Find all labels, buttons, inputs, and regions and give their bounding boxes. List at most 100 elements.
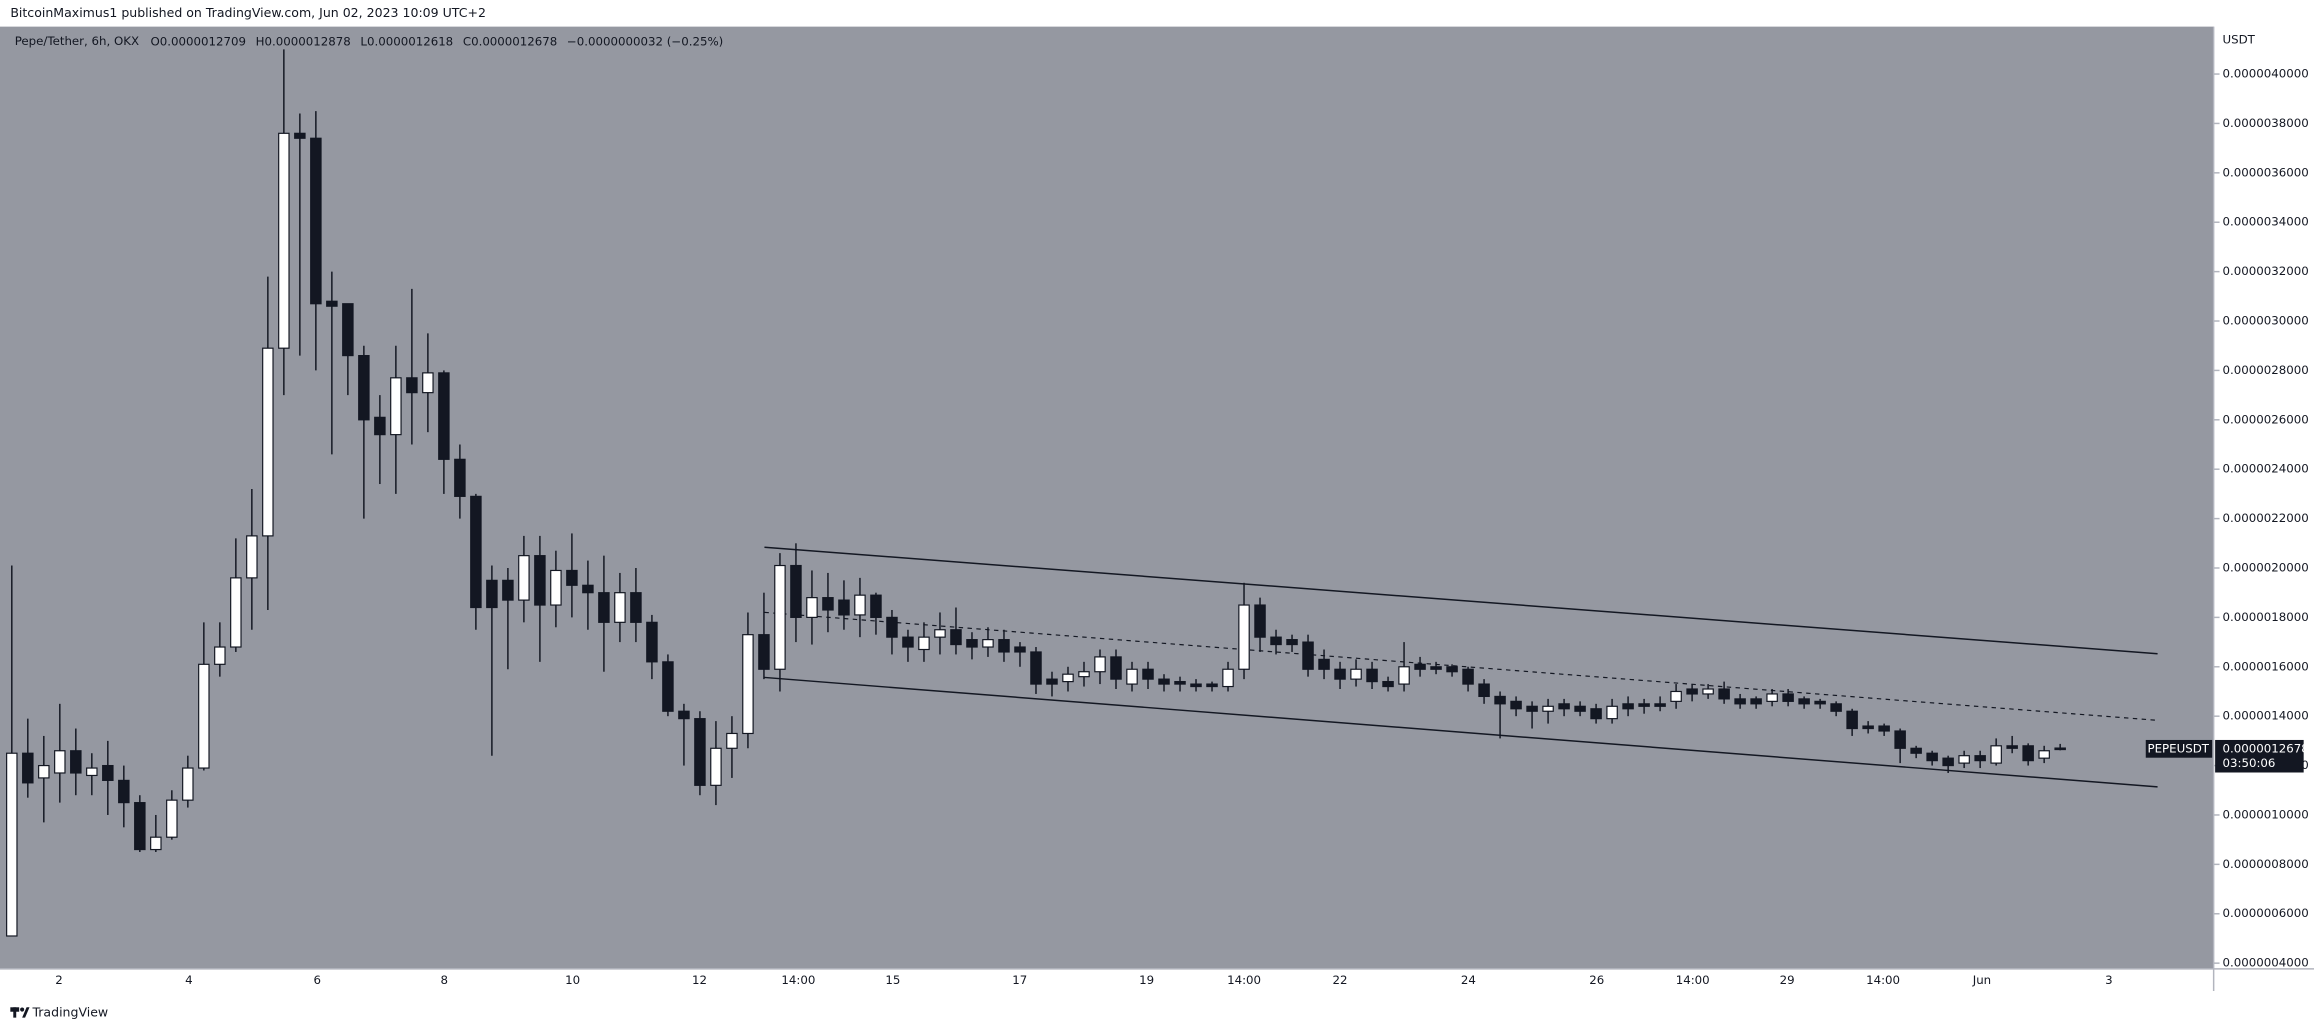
candle-body — [1974, 755, 1986, 762]
candle-body — [1862, 725, 1874, 730]
candle-body — [486, 579, 498, 609]
candle-body — [534, 555, 546, 606]
candle-body — [38, 764, 50, 779]
x-tick-label: 8 — [440, 973, 448, 987]
candle-body — [1014, 646, 1026, 653]
candle-body — [1750, 698, 1762, 705]
x-tick-label: 3 — [2105, 973, 2113, 987]
candle-body — [22, 752, 34, 784]
y-tick-label: 0.0000036000 — [2223, 165, 2309, 179]
candle-body — [1670, 690, 1682, 702]
candle-body — [838, 599, 850, 616]
candle-body — [1766, 693, 1778, 702]
y-tick-label: 0.0000034000 — [2223, 215, 2309, 229]
candle-body — [1078, 671, 1090, 678]
candle-body — [918, 636, 930, 651]
candle-body — [1142, 668, 1154, 680]
candle-body — [54, 750, 66, 774]
candle-body — [1206, 683, 1218, 688]
legend-l-label: L — [360, 34, 367, 48]
candle-body — [1094, 656, 1106, 673]
x-tick-label: Jun — [1972, 973, 1991, 987]
candle-body — [1638, 703, 1650, 707]
x-tick-label: 19 — [1139, 973, 1154, 987]
legend-c-label: C — [463, 34, 471, 48]
price-tag-text: 0.0000012678 — [2223, 741, 2309, 755]
x-tick-label: 4 — [185, 973, 193, 987]
y-tick-label: 0.0000022000 — [2223, 511, 2309, 525]
x-tick-label: 14:00 — [1676, 973, 1710, 987]
x-tick-label: 14:00 — [781, 973, 815, 987]
candle-body — [1686, 688, 1698, 695]
candle-body — [758, 634, 770, 670]
candle-body — [230, 577, 242, 648]
candle-body — [438, 372, 450, 460]
candle-body — [1254, 604, 1266, 638]
candle-body — [1286, 639, 1298, 646]
candle-body — [582, 584, 594, 594]
candle-body — [1878, 725, 1890, 732]
candle-body — [550, 569, 562, 606]
candle-body — [966, 639, 978, 648]
candle-body — [1398, 666, 1410, 685]
candle-body — [1366, 668, 1378, 683]
candle-body — [1334, 668, 1346, 680]
candle-body — [1350, 668, 1362, 680]
candle-body — [1430, 666, 1442, 670]
x-tick-label: 10 — [565, 973, 580, 987]
candle-body — [1382, 681, 1394, 688]
x-tick-label: 14:00 — [1227, 973, 1261, 987]
candle-body — [1174, 681, 1186, 685]
ticker-tag-text: PEPEUSDT — [2147, 741, 2209, 755]
candle-body — [1830, 703, 1842, 712]
y-tick-label: 0.0000032000 — [2223, 264, 2309, 278]
y-tick-label: 0.0000004000 — [2223, 956, 2309, 970]
candle-body — [1526, 705, 1538, 712]
x-tick-label: 14:00 — [1866, 973, 1900, 987]
y-tick-label: 0.0000010000 — [2223, 807, 2309, 821]
channel-upper — [764, 546, 2158, 655]
candle-body — [598, 592, 610, 623]
candle-body — [1414, 663, 1426, 670]
candle-body — [566, 569, 578, 586]
candle-body — [742, 634, 754, 735]
plot-area — [0, 26, 2214, 969]
candle-body — [1718, 688, 1730, 700]
candle-body — [1590, 708, 1602, 720]
candle-body — [358, 355, 370, 421]
candle-body — [422, 372, 434, 394]
candle-body — [294, 132, 306, 139]
legend-o: 0.0000012709 — [160, 34, 246, 48]
candle-body — [1910, 747, 1922, 754]
candle-body — [646, 621, 658, 663]
candle-body — [198, 663, 210, 769]
candle-body — [246, 535, 258, 579]
candle-body — [1894, 730, 1906, 749]
legend-c: 0.0000012678 — [471, 34, 557, 48]
candle-body — [1958, 755, 1970, 764]
candle-body — [774, 564, 786, 670]
candle-body — [950, 629, 962, 646]
candle-body — [1510, 700, 1522, 710]
candle-body — [790, 564, 802, 618]
candle-body — [502, 579, 514, 601]
x-tick-label: 24 — [1461, 973, 1476, 987]
y-tick-label: 0.0000024000 — [2223, 462, 2309, 476]
candle-body — [342, 303, 354, 357]
y-tick-label: 0.0000014000 — [2223, 709, 2309, 723]
candle-body — [214, 646, 226, 665]
candle-body — [6, 752, 18, 937]
candle-body — [1046, 678, 1058, 685]
candle-body — [1062, 673, 1074, 683]
candle-body — [806, 597, 818, 618]
candle-body — [1926, 752, 1938, 762]
candle-body — [1702, 688, 1714, 695]
candle-body — [118, 779, 130, 804]
candle-body — [1446, 666, 1458, 673]
candle-body — [934, 629, 946, 638]
y-tick-label: 0.0000006000 — [2223, 906, 2309, 920]
candle-body — [870, 594, 882, 618]
x-tick-label: 26 — [1589, 973, 1604, 987]
candle-body — [470, 495, 482, 609]
